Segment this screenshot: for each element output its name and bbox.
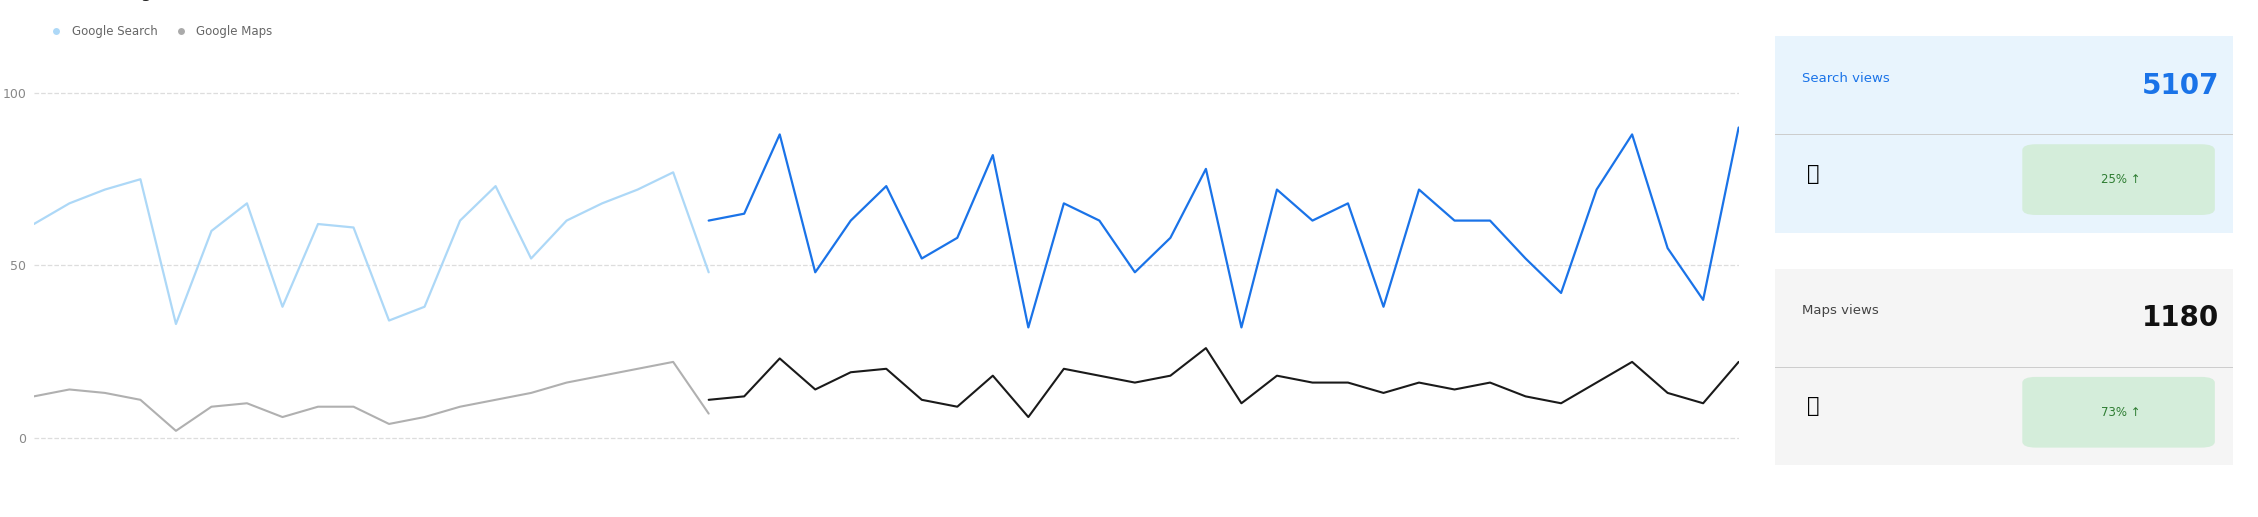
Text: 1180: 1180 xyxy=(2143,304,2220,332)
Text: 🔍: 🔍 xyxy=(1806,164,1820,184)
Text: Search views: Search views xyxy=(1802,71,1890,85)
FancyBboxPatch shape xyxy=(2023,377,2215,448)
Text: Maps views: Maps views xyxy=(1802,304,1879,317)
FancyBboxPatch shape xyxy=(2023,144,2215,215)
Text: 73% ↑: 73% ↑ xyxy=(2100,406,2141,419)
Text: 25% ↑: 25% ↑ xyxy=(2100,173,2141,186)
Text: 5107: 5107 xyxy=(2143,71,2220,100)
Legend: Google Search, Google Maps: Google Search, Google Maps xyxy=(41,20,278,43)
Text: Views on Google: Views on Google xyxy=(29,0,167,1)
Text: 📍: 📍 xyxy=(1806,397,1820,416)
